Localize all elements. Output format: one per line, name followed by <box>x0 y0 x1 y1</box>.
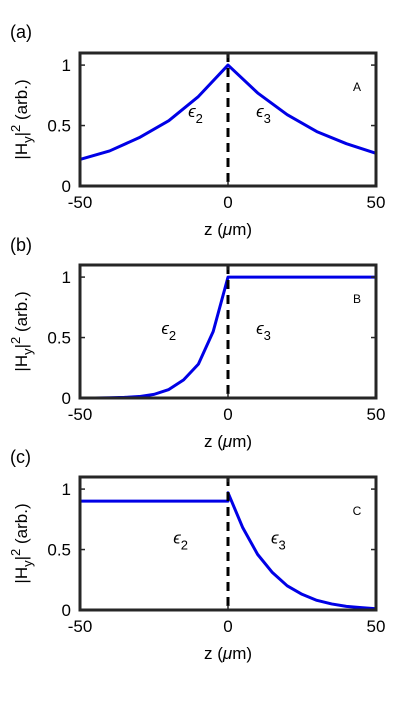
y-axis-label-sub: y <box>20 136 35 143</box>
y-tick-label: 0.5 <box>47 117 71 136</box>
corner-label: B <box>353 292 361 306</box>
epsilon-symbol: ϵ <box>256 102 264 121</box>
epsilon-subscript: 3 <box>278 538 285 553</box>
x-tick-label: -50 <box>68 405 93 424</box>
data-curve <box>79 63 377 161</box>
x-tick-label: 50 <box>367 617 386 636</box>
x-tick-label: 0 <box>223 193 232 212</box>
x-axis-label-post: m) <box>232 432 252 451</box>
epsilon-subscript: 3 <box>264 111 271 126</box>
x-tick-label: -50 <box>68 617 93 636</box>
epsilon-symbol: ϵ <box>173 529 181 548</box>
x-axis-label-pre: z ( <box>204 432 223 451</box>
region-label-epsilon-3: ϵ3 <box>256 102 271 126</box>
y-axis-label-sup: 2 <box>8 337 23 344</box>
region-label-epsilon-2: ϵ2 <box>173 529 188 553</box>
x-tick-label: 0 <box>223 617 232 636</box>
x-axis-label-mu: μ <box>222 220 233 239</box>
y-tick-label: 0 <box>62 177 71 196</box>
y-tick-label: 0 <box>62 389 71 408</box>
x-axis-label: z (μm) <box>204 644 252 663</box>
y-axis-label-rest: (arb.) <box>12 79 31 124</box>
x-axis-label-pre: z ( <box>204 644 223 663</box>
x-axis-label-post: m) <box>232 220 252 239</box>
y-tick-label: 1 <box>62 268 71 287</box>
x-axis-label-post: m) <box>232 644 252 663</box>
epsilon-symbol: ϵ <box>188 102 196 121</box>
region-label-epsilon-2: ϵ2 <box>188 102 203 126</box>
x-tick-label: -50 <box>68 193 93 212</box>
x-axis-label: z (μm) <box>204 220 252 239</box>
y-tick-label: 0.5 <box>47 541 71 560</box>
panel-label: (a) <box>10 22 32 42</box>
epsilon-symbol: ϵ <box>256 319 264 338</box>
epsilon-subscript: 2 <box>196 111 203 126</box>
panel-label: (c) <box>10 447 31 467</box>
y-axis-label-sup: 2 <box>8 125 23 132</box>
y-tick-label: 1 <box>62 56 71 75</box>
x-tick-label: 0 <box>223 405 232 424</box>
x-tick-label: 50 <box>367 193 386 212</box>
y-axis-label-mid: | <box>12 132 31 136</box>
epsilon-symbol: ϵ <box>271 529 279 548</box>
y-axis-label: |Hy|2 (arb.) <box>8 291 35 371</box>
y-tick-label: 0 <box>62 601 71 620</box>
epsilon-subscript: 2 <box>181 538 188 553</box>
epsilon-symbol: ϵ <box>161 319 169 338</box>
region-label-epsilon-3: ϵ3 <box>256 319 271 343</box>
epsilon-subscript: 3 <box>264 328 271 343</box>
y-axis-label-rest: (arb.) <box>12 291 31 336</box>
y-axis-label-mid: | <box>12 556 31 560</box>
y-axis-label: |Hy|2 (arb.) <box>8 503 35 583</box>
x-axis-label-pre: z ( <box>204 220 223 239</box>
y-axis-label-sub: y <box>20 560 35 567</box>
y-axis-label-sub: y <box>20 348 35 355</box>
x-axis-label-mu: μ <box>222 432 233 451</box>
corner-label: A <box>353 80 361 94</box>
x-axis-label: z (μm) <box>204 432 252 451</box>
epsilon-subscript: 2 <box>169 328 176 343</box>
y-tick-label: 0.5 <box>47 329 71 348</box>
y-axis-label: |Hy|2 (arb.) <box>8 79 35 159</box>
y-tick-label: 1 <box>62 480 71 499</box>
y-axis-label-base: |H <box>12 567 31 584</box>
corner-label: C <box>353 504 362 518</box>
panel-label: (b) <box>10 235 32 255</box>
y-axis-label-base: |H <box>12 355 31 372</box>
region-label-epsilon-3: ϵ3 <box>271 529 286 553</box>
x-axis-label-mu: μ <box>222 644 233 663</box>
y-axis-label-sup: 2 <box>8 549 23 556</box>
y-axis-label-rest: (arb.) <box>12 503 31 548</box>
x-tick-label: 50 <box>367 405 386 424</box>
y-axis-label-mid: | <box>12 344 31 348</box>
region-label-epsilon-2: ϵ2 <box>161 319 176 343</box>
y-axis-label-base: |H <box>12 143 31 160</box>
